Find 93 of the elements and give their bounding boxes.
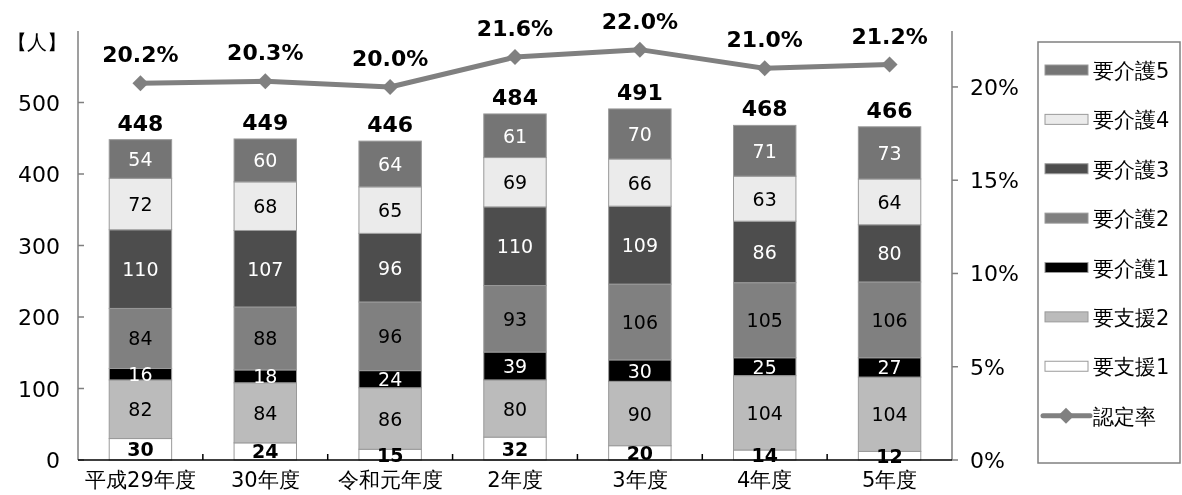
data-label: 25 bbox=[752, 355, 777, 378]
data-label: 66 bbox=[627, 171, 652, 194]
total-label: 449 bbox=[242, 109, 289, 135]
data-label: 24 bbox=[252, 440, 279, 463]
legend-label: 要介護5 bbox=[1093, 59, 1170, 83]
y-tick-label: 400 bbox=[18, 162, 60, 187]
data-label: 64 bbox=[378, 152, 403, 175]
data-label: 80 bbox=[877, 242, 902, 265]
y-tick-label: 100 bbox=[18, 376, 60, 402]
data-label: 106 bbox=[871, 308, 908, 331]
data-label: 109 bbox=[621, 234, 658, 257]
x-tick-label: 4年度 bbox=[737, 468, 793, 492]
data-label: 105 bbox=[746, 309, 783, 332]
data-label: 104 bbox=[746, 401, 783, 424]
data-label: 72 bbox=[128, 193, 153, 216]
data-label: 110 bbox=[496, 235, 534, 258]
data-label: 18 bbox=[253, 365, 278, 388]
data-label: 86 bbox=[752, 240, 777, 263]
data-label: 39 bbox=[502, 354, 528, 377]
data-label: 24 bbox=[378, 368, 403, 391]
data-label: 93 bbox=[502, 307, 528, 330]
total-label: 484 bbox=[492, 84, 538, 110]
data-label: 82 bbox=[128, 398, 153, 421]
y2-tick-label: 20% bbox=[970, 74, 1019, 100]
data-label: 84 bbox=[128, 327, 153, 350]
legend-label: 要介護2 bbox=[1093, 207, 1170, 232]
data-label: 96 bbox=[378, 256, 403, 279]
data-label: 21.0% bbox=[726, 27, 803, 53]
data-label: 20 bbox=[626, 441, 654, 464]
x-tick-label: 令和元年度 bbox=[337, 468, 443, 492]
point bbox=[631, 41, 648, 58]
data-label: 60 bbox=[253, 149, 278, 172]
x-tick-label: 2年度 bbox=[487, 468, 543, 492]
data-label: 63 bbox=[752, 187, 777, 210]
total-label: 446 bbox=[367, 112, 414, 138]
y-tick-label: 300 bbox=[18, 233, 60, 259]
y2-tick-label: 5% bbox=[970, 354, 1005, 380]
point bbox=[132, 75, 149, 92]
data-label: 68 bbox=[253, 195, 278, 218]
point bbox=[756, 60, 773, 77]
data-label: 30 bbox=[127, 438, 154, 461]
data-label: 21.6% bbox=[476, 16, 554, 42]
data-label: 106 bbox=[621, 311, 658, 334]
y2-tick-label: 0% bbox=[970, 448, 1005, 473]
total-label: 466 bbox=[866, 97, 913, 123]
legend-label: 要支援2 bbox=[1093, 305, 1170, 330]
legend-label: 要支援1 bbox=[1093, 355, 1170, 380]
data-label: 20.0% bbox=[351, 45, 429, 71]
data-label: 32 bbox=[501, 437, 529, 460]
x-tick-label: 平成29年度 bbox=[85, 468, 196, 492]
data-label: 20.2% bbox=[102, 42, 179, 68]
data-label: 71 bbox=[752, 139, 777, 162]
y-tick-label: 0 bbox=[46, 448, 60, 473]
point bbox=[881, 56, 898, 73]
x-tick-label: 5年度 bbox=[861, 468, 918, 492]
y-tick-label: 200 bbox=[18, 305, 60, 330]
data-label: 61 bbox=[502, 124, 528, 147]
data-label: 110 bbox=[122, 258, 159, 281]
legend-label: 要介護4 bbox=[1093, 108, 1170, 133]
legend-label: 要介護1 bbox=[1093, 256, 1170, 281]
data-label: 96 bbox=[378, 325, 403, 348]
y2-tick-label: 15% bbox=[970, 168, 1019, 194]
data-label: 70 bbox=[627, 122, 652, 145]
data-label: 104 bbox=[871, 403, 908, 426]
data-label: 69 bbox=[502, 171, 528, 194]
data-label: 80 bbox=[502, 397, 528, 420]
x-tick-label: 30年度 bbox=[230, 468, 300, 492]
data-label: 84 bbox=[253, 401, 278, 424]
data-label: 22.0% bbox=[601, 8, 679, 34]
legend-label: 認定率 bbox=[1093, 404, 1156, 429]
data-label: 86 bbox=[378, 407, 403, 430]
data-label: 20.3% bbox=[227, 40, 304, 66]
data-label: 64 bbox=[877, 190, 902, 213]
data-label: 88 bbox=[253, 327, 278, 350]
total-label: 491 bbox=[616, 79, 663, 105]
data-label: 90 bbox=[627, 402, 652, 425]
y2-tick-label: 10% bbox=[970, 261, 1019, 287]
data-label: 54 bbox=[128, 147, 153, 170]
data-label: 30 bbox=[627, 359, 652, 382]
total-label: 448 bbox=[117, 110, 164, 136]
data-label: 65 bbox=[378, 199, 403, 222]
data-label: 73 bbox=[877, 141, 902, 164]
data-label: 107 bbox=[247, 257, 284, 280]
total-label: 468 bbox=[741, 96, 788, 122]
legend-label: 要介護3 bbox=[1093, 157, 1170, 182]
data-label: 16 bbox=[128, 363, 153, 386]
x-tick-label: 3年度 bbox=[612, 468, 668, 492]
point bbox=[382, 78, 399, 95]
y-tick-label: 500 bbox=[18, 90, 60, 116]
point bbox=[507, 49, 523, 66]
data-label: 27 bbox=[877, 356, 902, 379]
y-axis-title: 【人】 bbox=[7, 30, 67, 54]
data-label: 21.2% bbox=[851, 23, 928, 49]
